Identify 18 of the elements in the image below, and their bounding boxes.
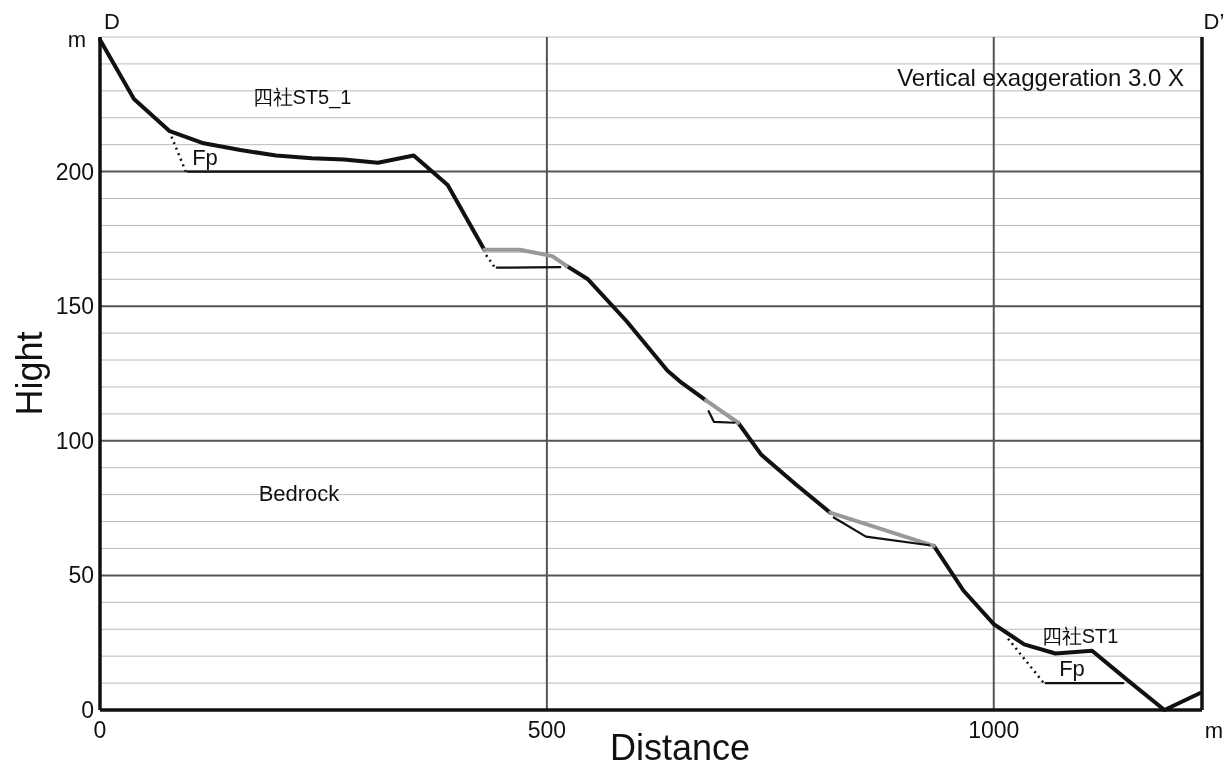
annotation: Fp	[192, 145, 218, 170]
x-axis-title: Distance	[609, 727, 751, 767]
y-tick-label: 50	[68, 562, 94, 589]
y-tick-label: 150	[55, 293, 94, 320]
y-tick-label: 200	[55, 158, 94, 185]
annotation: Fp	[1059, 656, 1085, 681]
y-tick-label: 0	[81, 697, 94, 723]
x-tick-label: 1000	[968, 717, 1020, 743]
annotation: Bedrock	[258, 481, 341, 506]
text: D’	[1203, 9, 1225, 34]
y-axis-title: Hight	[9, 331, 50, 416]
text: m	[67, 27, 86, 52]
x-tick-label: 500	[527, 717, 567, 743]
annotation: 四社ST5_1	[252, 86, 352, 109]
annotation: 四社ST1	[1041, 625, 1119, 647]
text: m	[1204, 718, 1224, 743]
text: D	[104, 9, 120, 34]
y-tick-label: 100	[55, 427, 94, 454]
